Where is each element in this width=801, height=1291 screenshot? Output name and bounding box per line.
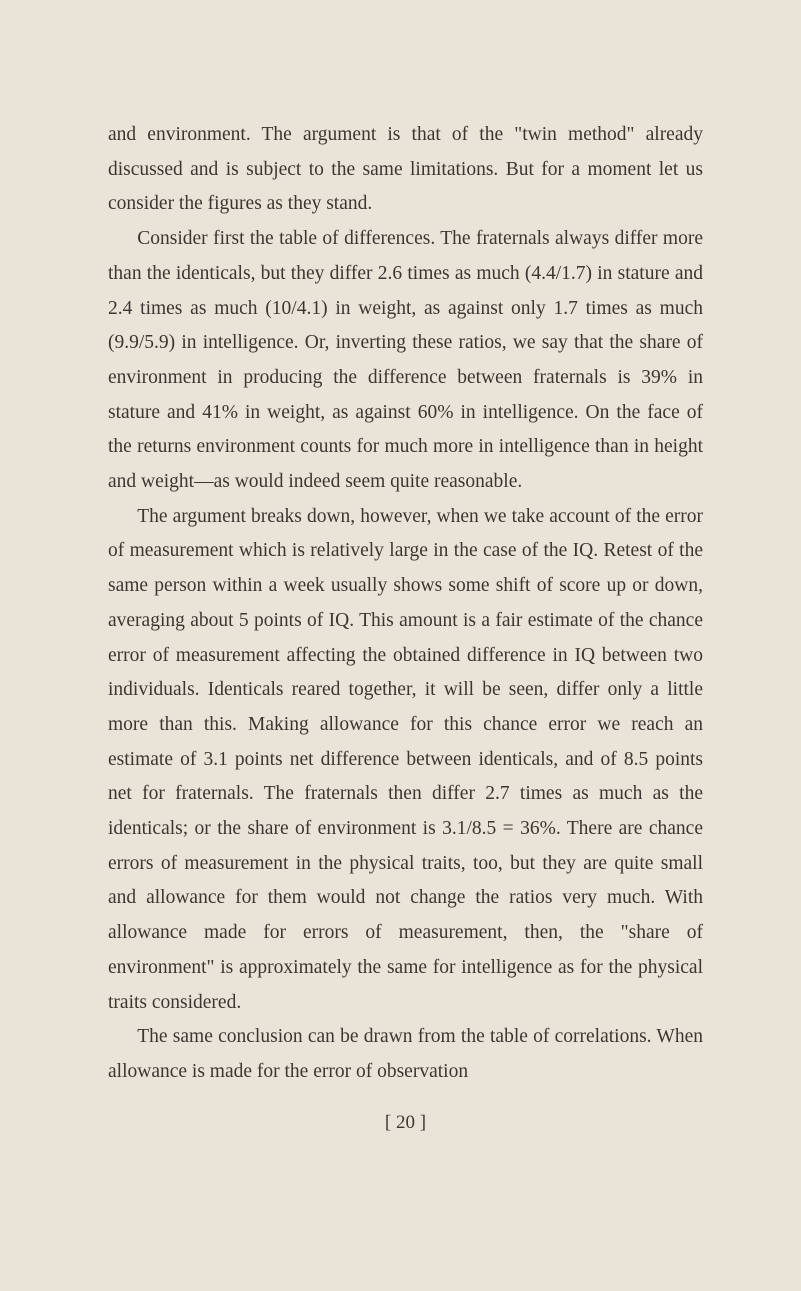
page-number: [ 20 ] xyxy=(108,1112,703,1134)
paragraph-1: and environment. The argument is that of… xyxy=(108,118,703,222)
paragraph-3: The argument breaks down, however, when … xyxy=(108,500,703,1021)
paragraph-4: The same conclusion can be drawn from th… xyxy=(108,1020,703,1089)
page-content: and environment. The argument is that of… xyxy=(108,118,703,1090)
paragraph-2: Consider first the table of differences.… xyxy=(108,222,703,500)
